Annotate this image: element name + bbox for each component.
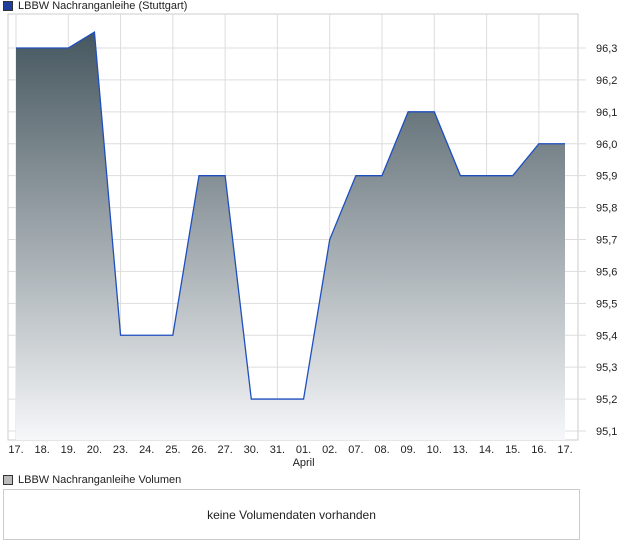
x-tick-label: 08.	[374, 444, 389, 456]
x-tick-label: 19.	[61, 444, 76, 456]
x-tick-label: 30.	[244, 444, 259, 456]
x-tick-label: 26.	[191, 444, 206, 456]
legend-swatch	[3, 475, 13, 485]
legend-swatch	[3, 1, 13, 11]
y-tick-label: 95,1	[596, 426, 617, 438]
x-tick-label: 23.	[113, 444, 128, 456]
y-tick-label: 95,9	[596, 171, 617, 183]
volume-legend: LBBW Nachranganleihe Volumen	[3, 474, 181, 486]
x-tick-label: 09.	[400, 444, 415, 456]
area-fill	[16, 32, 565, 441]
price-chart: 96,3 96,2 96,1 96,0 95,9 95,8 95,7 95,6 95,5 95,4…	[7, 13, 617, 469]
x-tick-label: 07.	[348, 444, 363, 456]
x-tick-label: 20.	[87, 444, 102, 456]
x-tick-label: 13.	[453, 444, 468, 456]
volume-panel: keine Volumendaten vorhanden	[3, 489, 580, 540]
y-tick-label: 95,4	[596, 330, 617, 342]
price-line	[16, 30, 565, 400]
x-tick-label: 18.	[34, 444, 49, 456]
x-tick-label: 27.	[217, 444, 232, 456]
x-tick-label: 25.	[165, 444, 180, 456]
month-label: April	[293, 457, 315, 469]
y-tick-label: 96,3	[596, 43, 617, 55]
x-tick-label: 24.	[139, 444, 154, 456]
x-tick-label: 17.	[557, 444, 572, 456]
y-tick-label: 96,0	[596, 139, 617, 151]
y-tick-label: 96,2	[596, 75, 617, 87]
x-tick-label: 01.	[296, 444, 311, 456]
x-tick-label: 31.	[270, 444, 285, 456]
x-tick-label: 14.	[479, 444, 494, 456]
y-tick-label: 95,6	[596, 266, 617, 278]
x-tick-label: 15.	[505, 444, 520, 456]
y-tick-label: 95,2	[596, 394, 617, 406]
volume-legend-label: LBBW Nachranganleihe Volumen	[18, 474, 182, 486]
volume-message: keine Volumendaten vorhanden	[207, 507, 376, 522]
x-tick-label: 10.	[427, 444, 442, 456]
y-tick-label: 96,1	[596, 107, 617, 119]
x-tick-label: 16.	[531, 444, 546, 456]
y-tick-label: 95,8	[596, 203, 617, 215]
y-tick-label: 95,3	[596, 362, 617, 374]
y-tick-label: 95,7	[596, 235, 617, 247]
x-tick-label: 17.	[8, 444, 23, 456]
y-tick-label: 95,5	[596, 298, 617, 310]
legend-label: LBBW Nachranganleihe (Stuttgart)	[18, 0, 188, 12]
x-tick-label: 02.	[322, 444, 337, 456]
price-legend: LBBW Nachranganleihe (Stuttgart)	[3, 0, 187, 12]
